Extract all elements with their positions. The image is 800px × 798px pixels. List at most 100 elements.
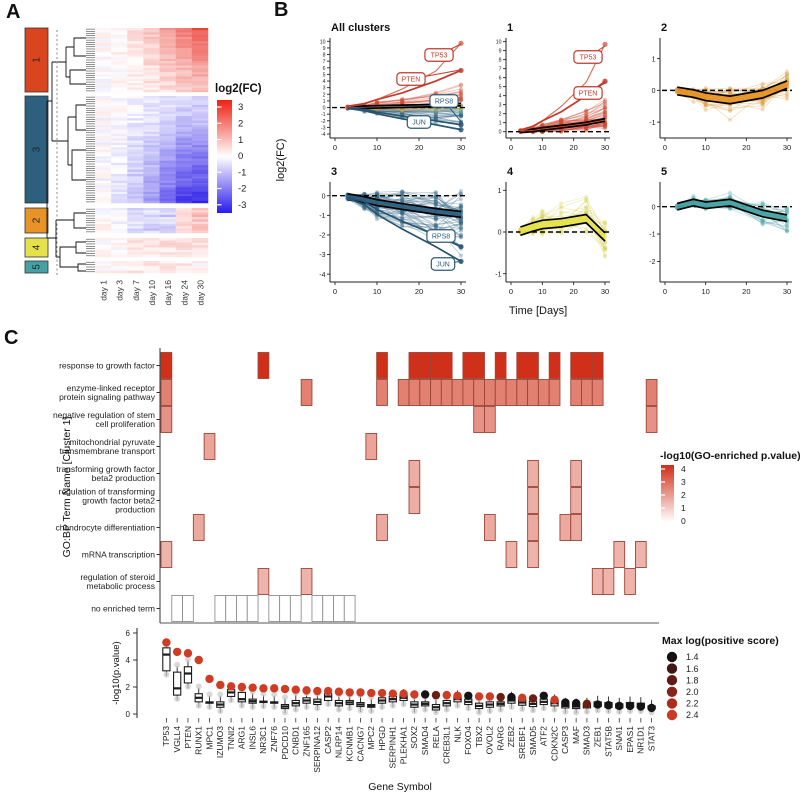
heatmap-cell: [95, 140, 112, 144]
heatmap-cell: [95, 270, 112, 274]
heatmap-cell: [111, 198, 128, 202]
heatmap-cell: [191, 226, 209, 229]
heatmap-cell: [111, 127, 128, 130]
heatmap-cell: [111, 200, 128, 204]
y-tick: 0: [652, 88, 656, 95]
heatmap-cell: [175, 140, 193, 144]
x-tick: 10: [538, 287, 546, 296]
heatmap-cell: [175, 249, 193, 253]
score-dot: [367, 688, 376, 698]
heatmap-cell: [143, 214, 160, 218]
heatmap-cell: [175, 43, 193, 46]
heatmap-cell: [175, 142, 193, 146]
heatmap-cell: [95, 61, 112, 64]
heatmap-cell: [95, 145, 112, 148]
heatmap-cell: [191, 133, 209, 137]
heatmap-cell: [191, 131, 209, 135]
heatmap-cell: [159, 270, 176, 274]
gene-label: NR1D1: [636, 726, 646, 754]
heatmap-cell: [95, 129, 112, 132]
heatmap-cell: [143, 87, 160, 91]
gene-label: CNBD1: [291, 726, 301, 755]
heatmap-cell: [111, 28, 128, 31]
score-dot: [636, 702, 646, 711]
heatmap-cell: [143, 52, 160, 55]
gene-label: CASP3: [560, 726, 570, 754]
heatmap-cell: [175, 153, 193, 157]
heatmap-cell: [127, 136, 144, 139]
x-tick: 10: [538, 143, 546, 152]
heatmap-cell: [175, 247, 193, 251]
go-cell: [214, 595, 227, 622]
heatmap-cell: [143, 54, 160, 57]
heatmap-cell: [111, 89, 128, 93]
go-cell: [505, 541, 518, 568]
heatmap-cell: [159, 185, 176, 188]
gray-dot: [486, 708, 493, 715]
gray-dot: [422, 706, 429, 713]
heatmap-cell: [95, 142, 112, 146]
heatmap-cell: [95, 39, 112, 42]
y-tick: -2: [321, 119, 326, 125]
heatmap-cell: [127, 169, 144, 173]
heatmap-cell: [111, 69, 128, 73]
heatmap-cell: [143, 98, 160, 101]
heatmap-cell: [175, 30, 193, 33]
heatmap-cell: [191, 254, 209, 258]
heatmap-cell: [127, 221, 144, 225]
score-dot: [615, 701, 624, 711]
y-tick: -4: [319, 272, 325, 279]
heatmap-cell: [159, 265, 176, 269]
go-cell: [311, 595, 324, 622]
heatmap-cell: [95, 196, 112, 199]
heatmap-cell: [127, 45, 144, 49]
heatmap-cell: [175, 74, 193, 77]
go-legend-title: -log10(GO-enriched p.value): [660, 450, 800, 462]
score-dot: [323, 686, 333, 696]
y-tick: -1: [319, 213, 325, 220]
heatmap-cell: [191, 74, 209, 77]
gray-dot: [508, 703, 515, 710]
heatmap-cell: [175, 111, 193, 115]
heatmap-cell: [95, 189, 112, 193]
heatmap-cell: [175, 162, 193, 166]
heatmap-cell: [159, 61, 176, 64]
heatmap-cell: [143, 140, 160, 144]
heatmap-cell: [127, 102, 144, 106]
go-cell: [376, 514, 388, 541]
heatmap-cell: [95, 198, 112, 202]
heatmap-cell: [143, 242, 160, 246]
score-dot: [453, 691, 462, 700]
gene-label: NLRP14: [334, 726, 344, 758]
heatmap-cell: [175, 252, 193, 255]
heatmap-cell: [127, 261, 144, 264]
heatmap-cell: [111, 153, 128, 157]
heatmap-cell: [111, 230, 128, 234]
heatmap-cell: [191, 85, 209, 88]
gene-label: EPAS1: [625, 726, 635, 753]
heatmap-cell: [95, 210, 112, 213]
heatmap-cell: [111, 180, 128, 184]
y-tick: 8: [323, 53, 326, 59]
gray-dot: [411, 708, 418, 715]
heatmap-cell: [143, 171, 160, 175]
heatmap-cell: [95, 100, 112, 103]
gray-dot: [174, 661, 181, 668]
score-legend-value: 1.4: [686, 652, 699, 662]
subplot-c5: 0 -1 -2 0 10 20 30 5: [649, 166, 792, 296]
gene-line-TP53: [520, 44, 606, 132]
heatmap-cell: [95, 78, 112, 82]
y-tick: 8: [499, 58, 502, 64]
heatmap-cell: [159, 65, 176, 68]
heatmap-cell: [127, 28, 144, 31]
heatmap-cell: [175, 185, 193, 188]
score-legend-value: 2.4: [686, 710, 699, 720]
heatmap-cell: [111, 80, 128, 84]
heatmap-cell: [159, 245, 176, 248]
gray-dot: [282, 709, 288, 716]
heatmap-cell: [159, 58, 176, 62]
heatmap-cell: [191, 242, 209, 246]
subplot-c4: 10-10 10 20 304: [495, 166, 610, 296]
heatmap-cell: [175, 238, 193, 241]
heatmap-cell: [127, 72, 144, 75]
